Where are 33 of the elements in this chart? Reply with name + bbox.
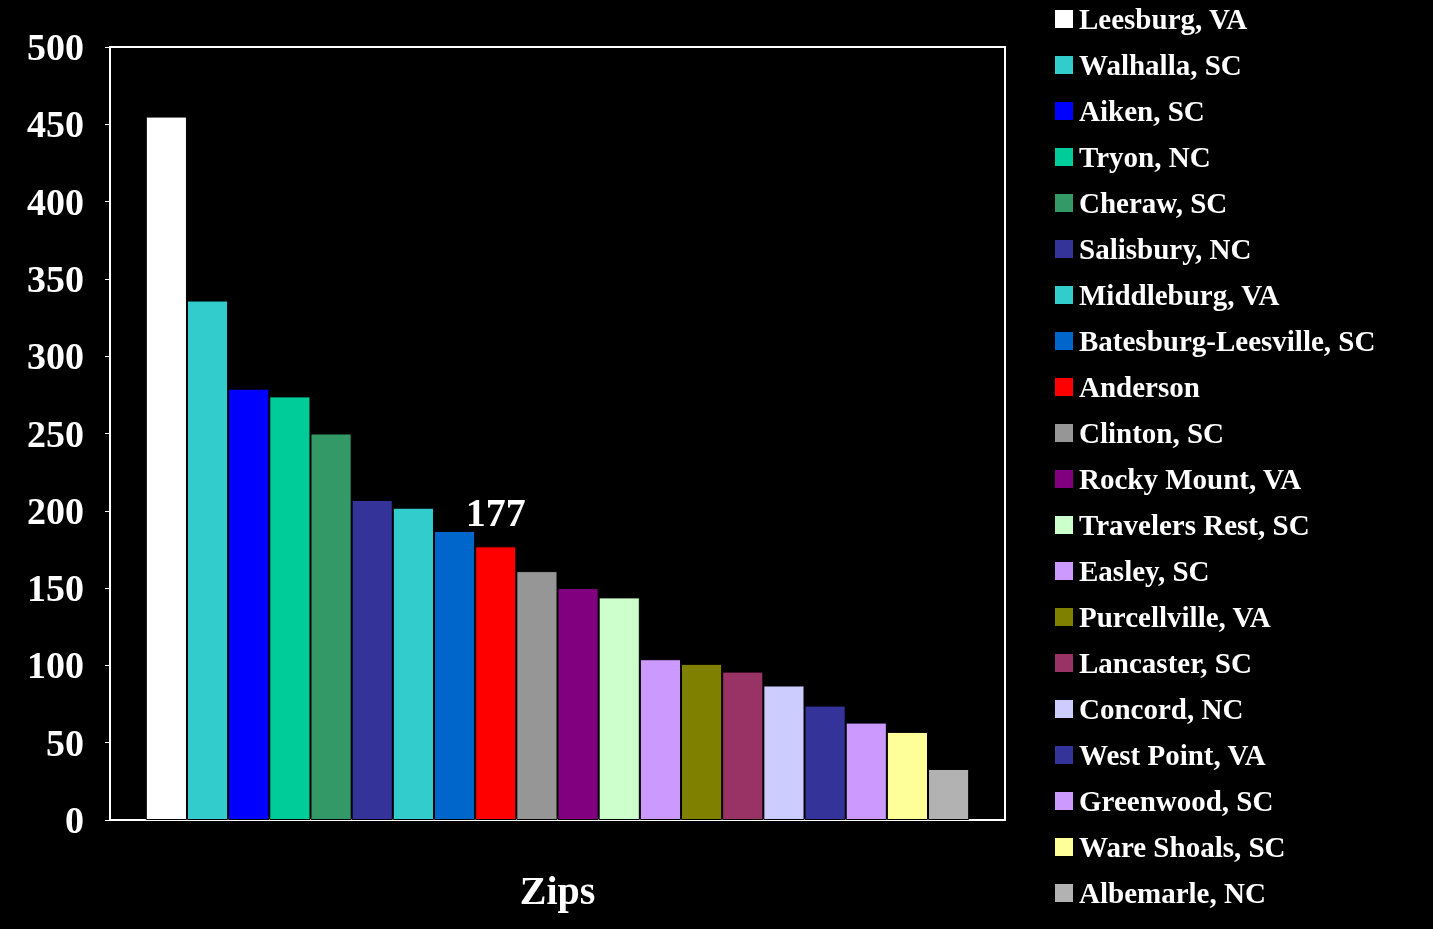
y-tick-label: 150 [27, 567, 84, 610]
legend-label: Cheraw, SC [1079, 187, 1228, 219]
y-tick-label: 400 [27, 180, 84, 223]
y-tick-label: 500 [27, 26, 84, 68]
legend-label: West Point, VA [1079, 739, 1266, 771]
legend-label: Anderson [1079, 371, 1200, 403]
legend-label: Clinton, SC [1079, 417, 1225, 449]
data-label: 177 [465, 489, 526, 535]
legend-label: Batesburg-Leesville, SC [1079, 325, 1376, 357]
y-tick-label: 300 [27, 335, 84, 378]
legend-label: Lancaster, SC [1079, 647, 1252, 679]
y-tick-label: 350 [27, 257, 84, 300]
legend-label: Albemarle, NC [1079, 877, 1266, 909]
legend-label: Purcellville, VA [1079, 601, 1271, 633]
legend-label: Tryon, NC [1079, 141, 1211, 173]
y-tick-label: 200 [27, 489, 84, 532]
y-tick-label: 250 [27, 412, 84, 455]
y-tick-label: 450 [27, 103, 84, 146]
legend-label: Rocky Mount, VA [1079, 463, 1302, 495]
y-tick-label: 50 [46, 721, 84, 764]
legend-label: Salisbury, NC [1079, 233, 1252, 265]
y-tick-label: 0 [65, 799, 84, 841]
legend-label: Ware Shoals, SC [1079, 831, 1286, 863]
x-axis-title: Zips [519, 867, 596, 913]
y-tick-label: 100 [27, 644, 84, 687]
legend-label: Easley, SC [1079, 555, 1210, 587]
legend-label: Middleburg, VA [1079, 279, 1280, 311]
legend-label: Leesburg, VA [1079, 3, 1248, 35]
legend-label: Aiken, SC [1079, 95, 1205, 127]
legend-label: Travelers Rest, SC [1079, 509, 1310, 541]
legend-label: Greenwood, SC [1079, 785, 1274, 817]
legend-label: Walhalla, SC [1079, 49, 1242, 81]
legend-label: Concord, NC [1079, 693, 1244, 725]
